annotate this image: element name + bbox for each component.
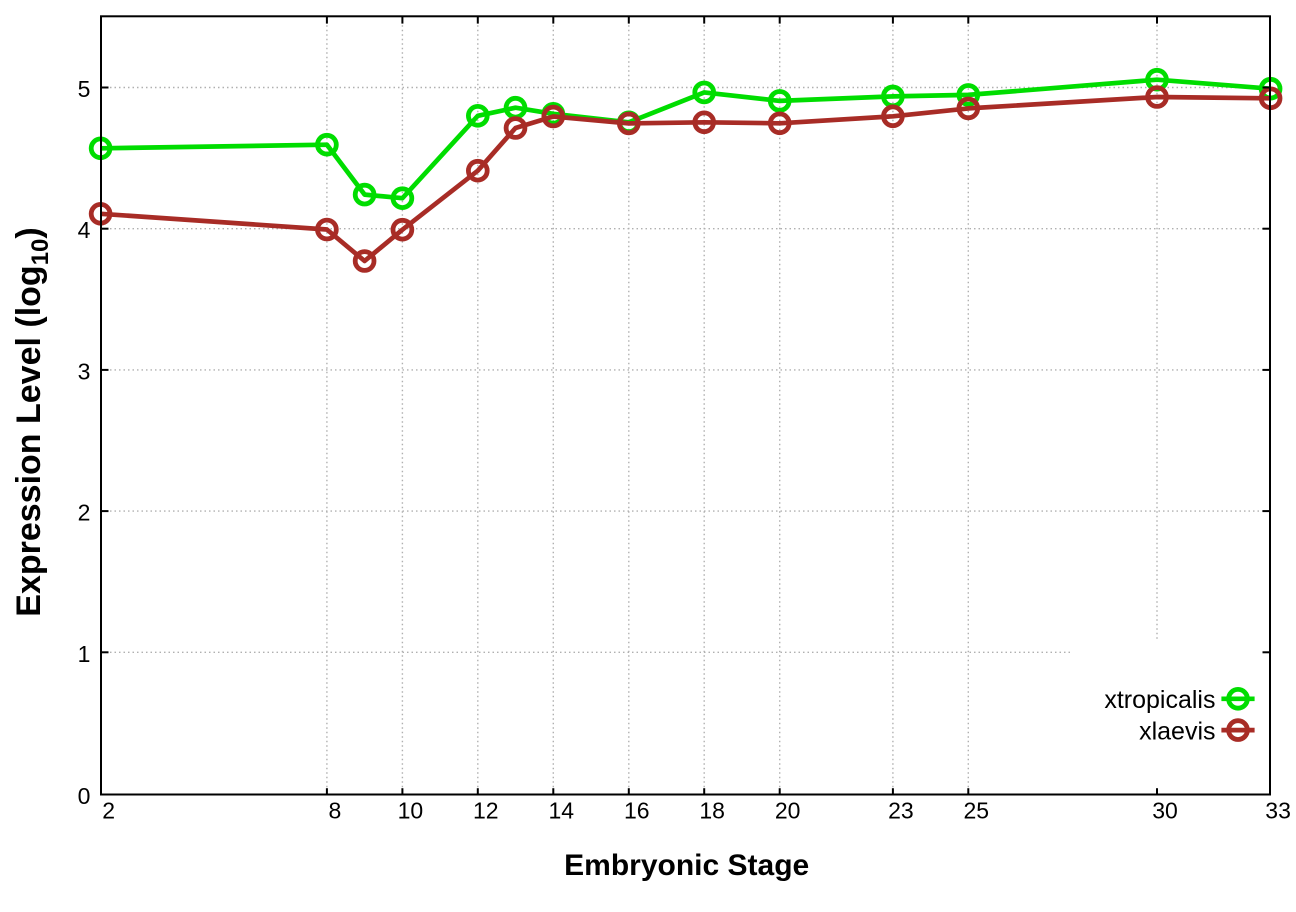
svg-text:20: 20 (775, 798, 801, 824)
svg-text:25: 25 (964, 798, 990, 824)
svg-text:16: 16 (624, 798, 650, 824)
svg-text:3: 3 (78, 358, 91, 384)
svg-text:1: 1 (78, 641, 91, 667)
svg-text:33: 33 (1265, 798, 1291, 824)
svg-text:0: 0 (78, 783, 91, 809)
svg-text:4: 4 (78, 217, 91, 243)
svg-text:12: 12 (473, 798, 499, 824)
svg-text:8: 8 (329, 798, 342, 824)
svg-text:14: 14 (549, 798, 575, 824)
svg-text:18: 18 (699, 798, 725, 824)
svg-text:xtropicalis: xtropicalis (1104, 686, 1215, 714)
svg-text:2: 2 (78, 500, 91, 526)
svg-text:10: 10 (398, 798, 424, 824)
svg-text:5: 5 (78, 76, 91, 102)
svg-text:xlaevis: xlaevis (1139, 717, 1215, 745)
svg-text:Expression Level (log10): Expression Level (log10) (10, 227, 54, 616)
svg-text:Embryonic Stage: Embryonic Stage (564, 849, 809, 882)
svg-text:23: 23 (888, 798, 914, 824)
svg-text:30: 30 (1152, 798, 1178, 824)
svg-text:2: 2 (102, 798, 115, 824)
